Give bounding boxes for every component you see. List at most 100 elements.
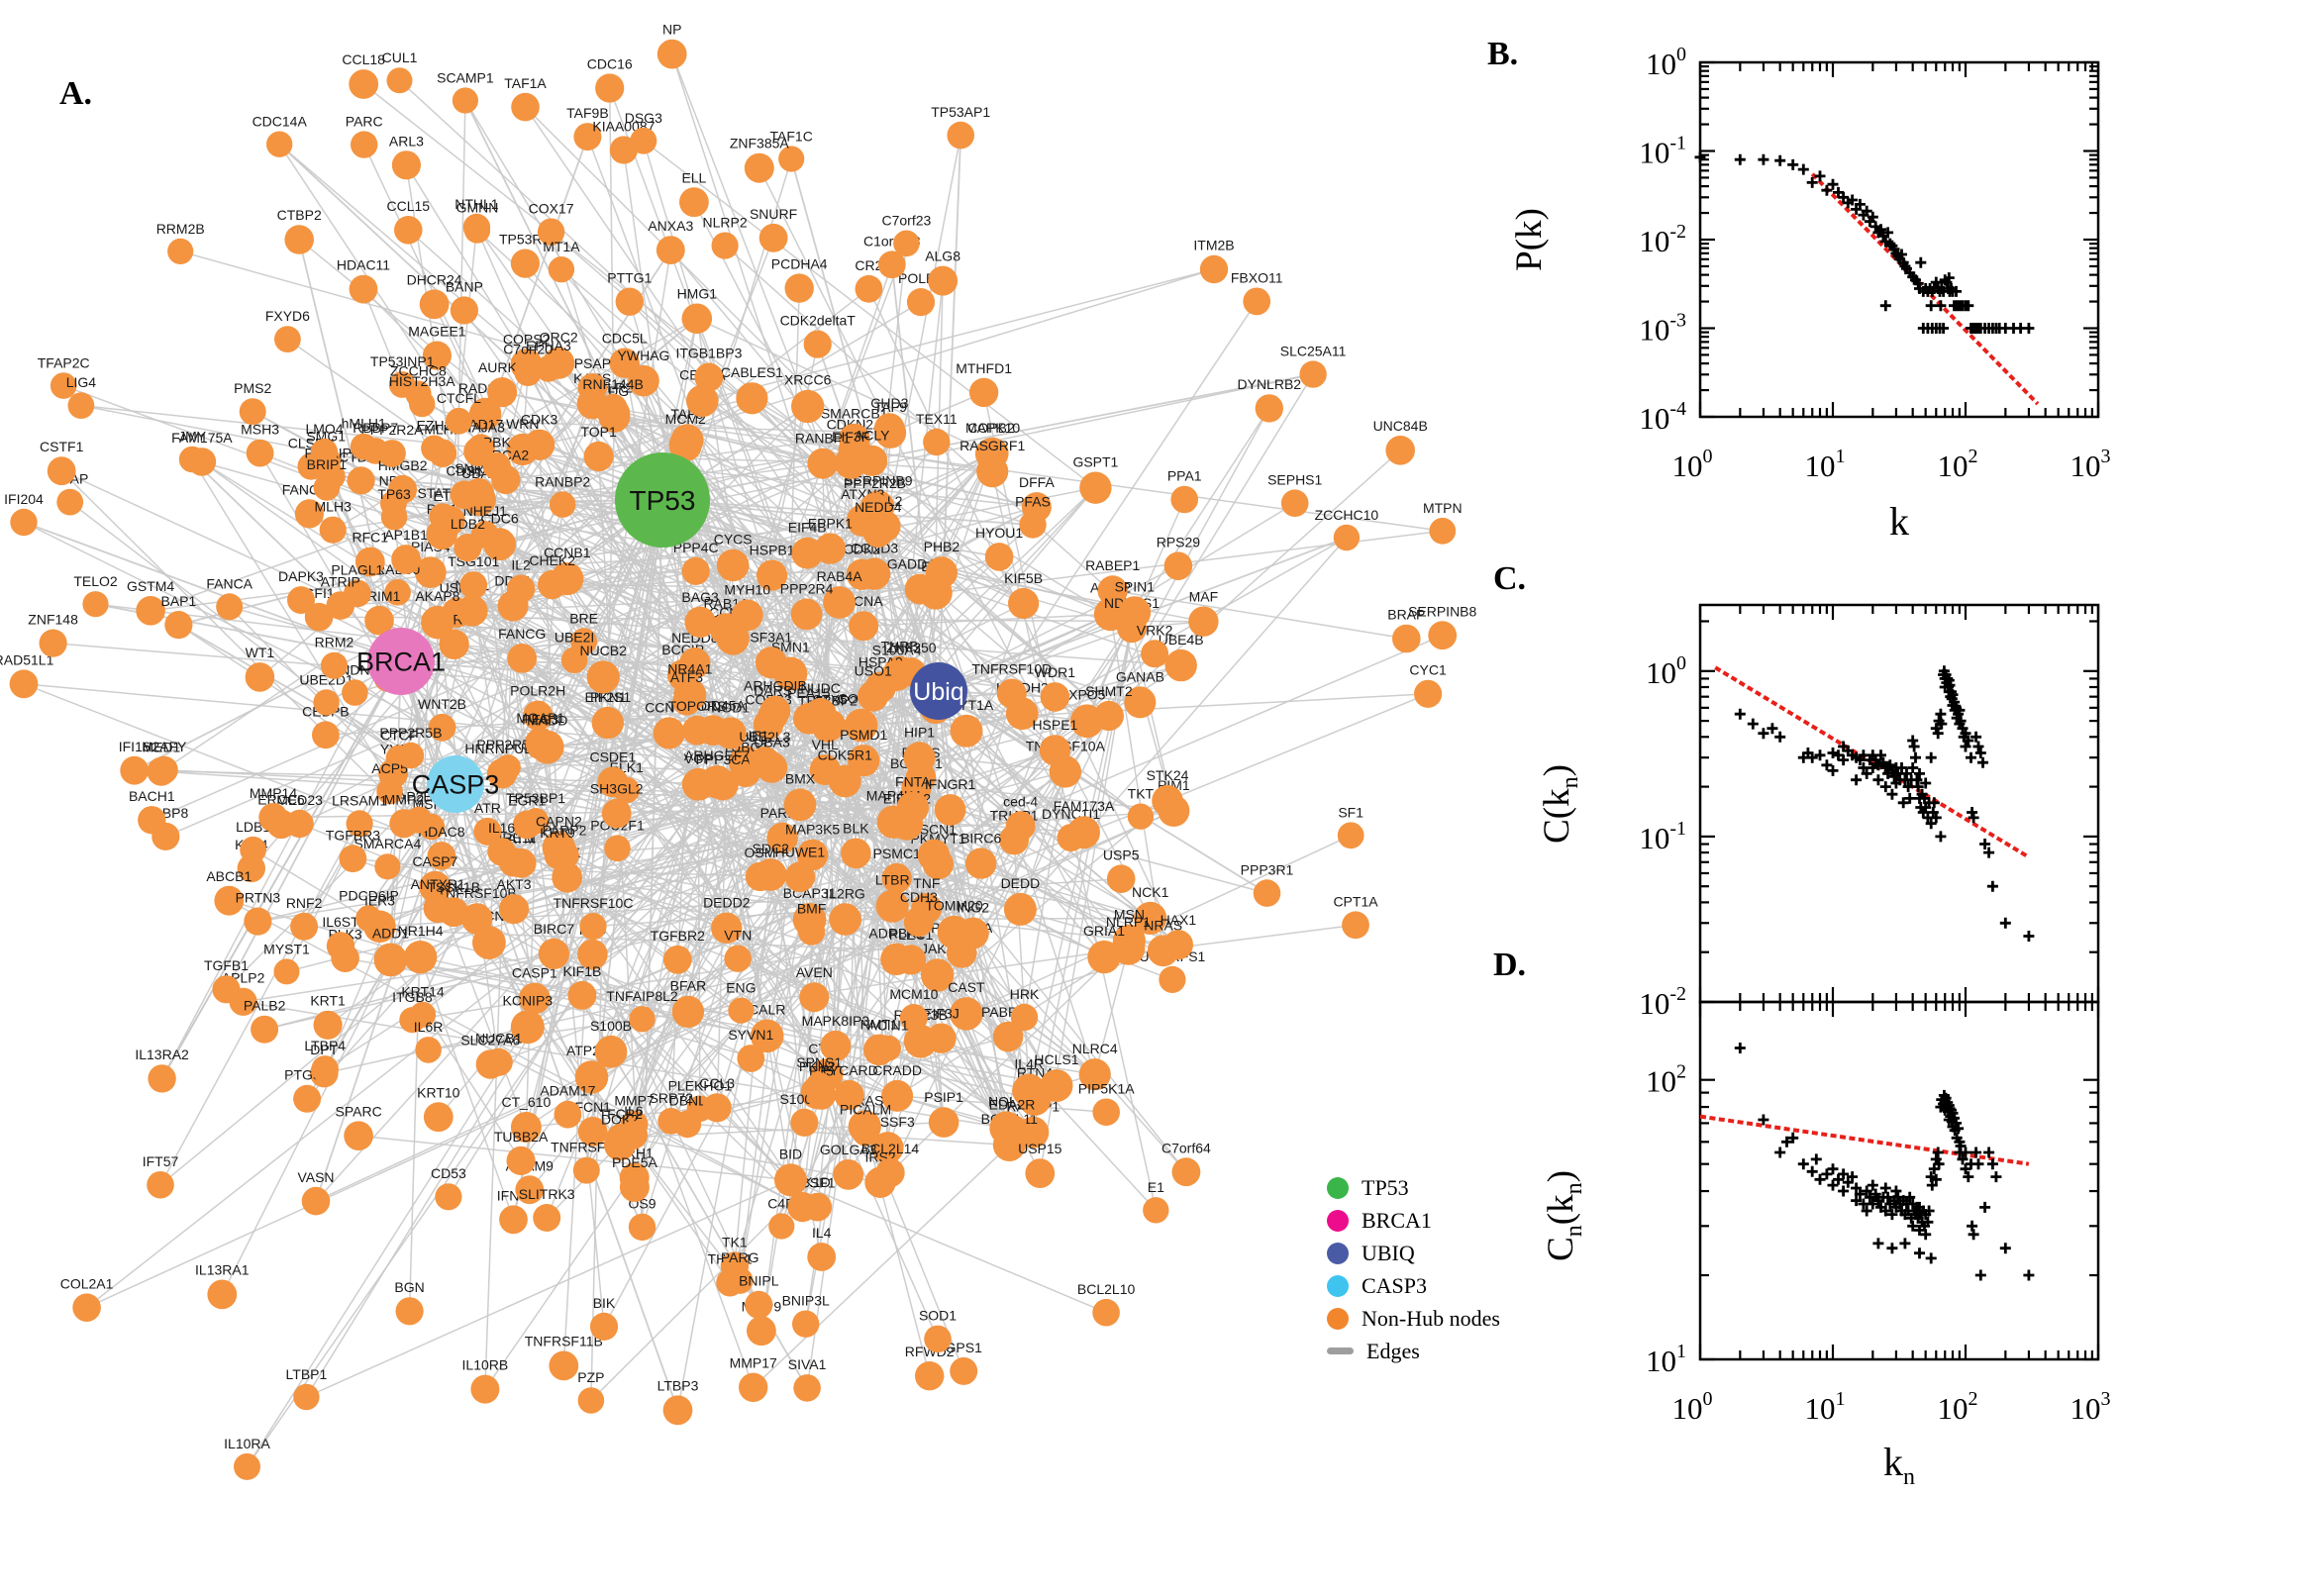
- network-node: [452, 87, 478, 114]
- network-node-label: DHCR24: [407, 271, 462, 287]
- network-node-label: CTCFL: [437, 390, 481, 406]
- network-node-label: LIG4: [66, 374, 97, 390]
- network-node: [574, 1060, 609, 1094]
- network-node-label: NHEJ1: [463, 503, 508, 519]
- network-node: [472, 926, 506, 959]
- network-node-label: MCM10: [889, 986, 938, 1002]
- network-node: [1199, 254, 1229, 284]
- network-node-label: UBE2I: [555, 629, 594, 645]
- network-node: [855, 274, 883, 303]
- network-node-label: CALR: [749, 1002, 785, 1018]
- network-node-label: TNFRSF10C: [554, 895, 634, 911]
- brca1-hub-swatch-icon: [1327, 1209, 1349, 1232]
- legend-label: UBIQ: [1362, 1240, 1415, 1265]
- panel-b-label: B.: [1487, 36, 1519, 72]
- legend-item-casp3: CASP3: [1327, 1269, 1500, 1302]
- network-node: [686, 384, 719, 418]
- network-node: [460, 903, 493, 935]
- network-node-label: IL2: [511, 557, 531, 573]
- network-node: [906, 288, 936, 317]
- network-node: [346, 810, 373, 838]
- network-node-label: RNF144B: [582, 376, 643, 392]
- network-node: [258, 803, 288, 833]
- network-node: [429, 503, 456, 531]
- network-node: [814, 533, 847, 564]
- network-node-label: EPHA3: [526, 338, 571, 353]
- network-node-label: CRADD: [872, 1062, 922, 1078]
- network-node-label: HIST2H3A: [389, 373, 456, 389]
- network-node: [893, 230, 920, 257]
- network-node: [450, 296, 478, 325]
- network-node-label: GPS1: [946, 1340, 983, 1355]
- network-node: [1069, 704, 1104, 739]
- network-node-label: CABLES1: [721, 364, 783, 380]
- network-node-label: MAPK10: [965, 420, 1020, 436]
- network-node: [844, 708, 878, 743]
- network-node-label: ADD1: [372, 926, 410, 942]
- network-node-label: LDB2: [451, 516, 485, 532]
- network-node: [628, 1213, 656, 1242]
- network-node: [903, 742, 936, 774]
- network-node: [803, 330, 832, 358]
- network-node-label: LTBP3: [657, 1377, 699, 1393]
- network-node: [560, 647, 588, 673]
- network-node: [499, 1205, 528, 1235]
- network-node: [662, 1395, 693, 1426]
- network-node: [446, 407, 472, 435]
- network-node: [389, 809, 419, 839]
- network-node: [1124, 686, 1157, 719]
- network-node: [537, 218, 565, 246]
- network-node-label: PARP2: [543, 823, 587, 839]
- network-node-label: TGFBR3: [326, 827, 380, 843]
- network-node-label: HIP1: [904, 724, 935, 740]
- network-node-label: BCL2L10: [1077, 1281, 1136, 1297]
- network-node-label: LTBP1: [286, 1366, 328, 1382]
- network-node: [694, 362, 724, 392]
- network-node-label: SH3GL2: [590, 781, 644, 797]
- network-node-label: BACH1: [129, 788, 175, 804]
- x-tick-label: 101: [1805, 446, 1846, 483]
- network-node: [744, 152, 774, 183]
- network-node: [515, 1175, 545, 1205]
- network-node-label: BCL2L14: [861, 1141, 920, 1156]
- network-node-label: UBA3: [754, 734, 790, 749]
- network-node-label: CSDE1: [589, 749, 636, 765]
- network-node: [409, 390, 436, 418]
- network-node: [339, 845, 367, 873]
- network-node-label: TAF9B: [566, 105, 609, 121]
- network-node-label: EPPK1: [808, 515, 853, 531]
- network-node-label: CCNB1: [544, 545, 591, 560]
- network-node-label: SOD1: [919, 1308, 957, 1324]
- network-node: [1143, 1197, 1169, 1224]
- network-node-label: BNIP3L: [782, 1293, 830, 1309]
- hub-node-label: TP53: [630, 485, 696, 516]
- network-node-label: PDE5A: [612, 1154, 658, 1170]
- network-node: [1118, 596, 1152, 630]
- network-node: [510, 1112, 542, 1143]
- network-node: [671, 995, 705, 1029]
- network-node: [421, 605, 454, 640]
- network-node-label: CTBP2: [277, 207, 322, 223]
- network-node: [535, 355, 562, 382]
- network-node: [577, 1387, 605, 1414]
- network-node: [757, 559, 788, 591]
- network-node-label: SERPINB8: [1408, 603, 1476, 619]
- hub-node-brca1: [367, 628, 435, 695]
- network-node: [56, 488, 84, 516]
- y-tick-label: 102: [1646, 1061, 1686, 1099]
- network-node-label: IL13RA2: [135, 1047, 189, 1062]
- network-node: [1428, 621, 1458, 650]
- network-node-label: USP15: [1018, 1141, 1062, 1156]
- network-node: [251, 1015, 279, 1044]
- network-node-label: LRSAM1: [332, 792, 387, 808]
- network-node: [739, 1372, 768, 1403]
- network-node: [684, 606, 716, 639]
- network-node: [428, 713, 456, 742]
- network-node-label: LMO4: [305, 421, 343, 437]
- network-node-label: MAP3K5: [785, 822, 840, 838]
- network-node-label: HMG1: [677, 285, 718, 301]
- network-node: [450, 480, 479, 510]
- network-node-label: MMP2: [384, 791, 425, 807]
- y-axis-label: Cn(kn): [1541, 1170, 1587, 1261]
- network-node: [682, 715, 712, 746]
